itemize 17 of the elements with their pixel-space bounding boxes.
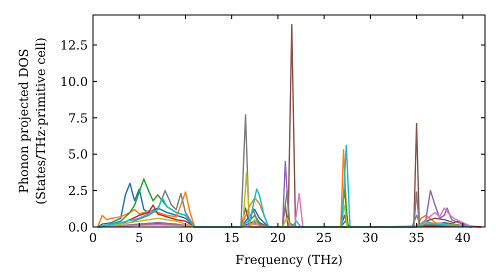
y-tick-label: 2.5 xyxy=(68,183,88,198)
x-axis-title: Frequency (THz) xyxy=(235,252,343,267)
y-tick-label: 12.5 xyxy=(60,37,88,52)
x-tick-label: 40 xyxy=(454,230,471,245)
x-tick-label: 15 xyxy=(224,230,240,245)
y-axis-title: Phonon projected DOS (States/THz·primitive cell) xyxy=(16,37,48,205)
y-tick-label: 5.0 xyxy=(68,146,88,162)
x-tick-label: 10 xyxy=(178,230,194,245)
x-tick-label: 30 xyxy=(362,230,378,245)
x-tick-label: 35 xyxy=(408,230,425,245)
y-tick-label: 7.5 xyxy=(68,110,88,126)
x-tick-label: 0 xyxy=(89,230,98,245)
x-tick-label: 25 xyxy=(316,230,332,245)
x-tick-label: 5 xyxy=(135,230,144,245)
x-tick-label: 20 xyxy=(270,230,286,245)
y-tick-label: 0.0 xyxy=(68,220,88,234)
y-tick-label: 10.0 xyxy=(60,74,88,89)
